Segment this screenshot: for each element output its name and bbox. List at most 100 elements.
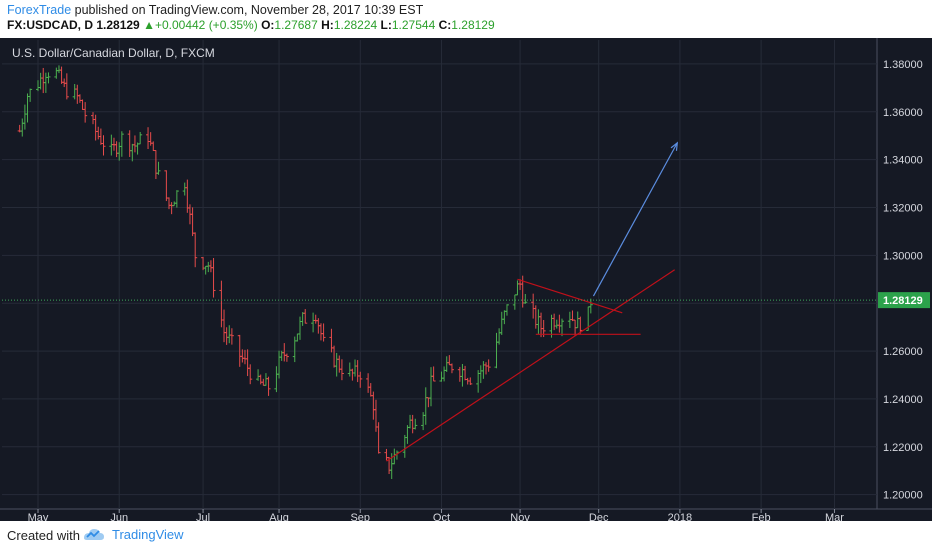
ohlc-bar [96,126,101,140]
x-tick-label: Jul [196,512,210,521]
ohlc-bar [494,332,499,369]
ohlc-bar [468,377,473,385]
ohlc-bar [350,368,355,381]
low-label: L: [380,18,392,32]
projection-arrow-head [670,141,679,151]
trendline [517,278,623,314]
ohlc-bar [423,387,428,425]
ohlc-bar [332,345,337,368]
ohlc-bar [20,118,25,137]
ohlc-bar [151,141,156,152]
ohlc-bar [261,378,266,386]
ohlc-bar [182,182,187,196]
ohlc-bar [36,80,40,92]
ohlc-bar [439,371,444,382]
tradingview-cloud-icon [84,529,104,540]
ohlc-bar [127,130,132,157]
ohlc-bar [146,127,151,150]
ohlc-bar [83,102,88,123]
ohlc-bar [347,362,352,377]
open-label: O: [261,18,275,32]
ohlc-bar [130,143,135,162]
ohlc-bar [431,366,436,382]
x-tick-label: Jun [110,512,128,521]
close-value: 1.28129 [451,18,495,32]
x-tick-label: May [28,512,49,521]
ohlc-bar [59,66,64,84]
ohlc-bar [56,65,61,74]
brand-name: TradingView [112,526,184,542]
ohlc-bar [481,361,486,379]
ohlc-bar [256,369,261,381]
ohlc-bar [337,355,342,373]
ohlc-bar [384,448,389,461]
ohlc-bar [274,366,279,393]
tradingview-brand-link[interactable]: TradingView [82,526,184,542]
ohlc-bar [486,359,491,372]
ohlc-bar [447,355,452,366]
last-price: 1.28129 [96,18,140,32]
x-tick-label: Oct [433,512,450,521]
ohlc-bar [132,135,137,153]
open-value: 1.27687 [274,18,318,32]
ohlc-bar [295,333,300,342]
ohlc-bar [311,312,316,333]
header: ForexTrade published on TradingView.com,… [0,0,932,38]
ohlc-bar [442,366,447,382]
ohlc-bar [408,414,413,429]
close-label: C: [438,18,452,32]
ohlc-bar [111,137,116,151]
chart-area[interactable]: 1.380001.360001.340001.320001.300001.280… [0,38,932,521]
price-chart[interactable]: 1.380001.360001.340001.320001.300001.280… [0,38,932,521]
ohlc-bar [54,67,59,79]
y-tick-label: 1.34000 [883,155,923,167]
ohlc-bar [91,112,96,125]
author-link[interactable]: ForexTrade [7,3,72,17]
footer: Created with TradingView [0,521,932,550]
low-value: 1.27544 [391,18,436,32]
ohlc-bar [211,258,216,298]
ohlc-bar [263,373,268,386]
ohlc-bar [282,343,287,362]
ohlc-bar [101,135,106,156]
ohlc-bar [410,414,415,434]
x-tick-label: Nov [510,512,530,521]
ohlc-bar [321,323,326,342]
ohlc-bar [554,319,559,329]
ohlc-bar [43,72,48,93]
ohlc-bar [353,359,358,377]
ohlc-bar [449,363,454,374]
ohlc-bar [117,142,122,161]
ohlc-bar [193,232,198,268]
price-scale-bg [877,38,932,521]
ohlc-bar [502,310,507,325]
up-arrow-icon: ▲ [143,18,155,32]
ohlc-bar [153,150,158,180]
y-tick-label: 1.22000 [883,442,923,454]
ohlc-bar [531,293,536,319]
ohlc-bar [368,383,373,397]
ohlc-bar [499,311,504,335]
ohlc-bar [93,114,98,141]
ohlc-bar [98,128,103,145]
y-tick-label: 1.30000 [883,250,923,262]
ohlc-bar [329,328,334,353]
ohlc-bar [277,350,282,379]
y-tick-label: 1.38000 [883,59,923,71]
ohlc-bar [570,310,575,322]
current-price-label: 1.28129 [883,295,923,307]
ohlc-bar [75,84,80,104]
ohlc-bars [17,65,593,479]
ohlc-bar [376,422,381,454]
current-price-badge [878,292,930,309]
ohlc-bar [523,293,528,304]
ohlc-bar [38,72,43,90]
ohlc-bar [46,72,51,84]
ohlc-bar [512,294,517,310]
ohlc-bar [25,93,30,123]
ohlc-bar [292,336,297,363]
ohlc-bar [248,364,253,385]
ohlc-bar [515,280,520,296]
ohlc-bar [227,325,232,344]
ohlc-bar [222,309,227,343]
